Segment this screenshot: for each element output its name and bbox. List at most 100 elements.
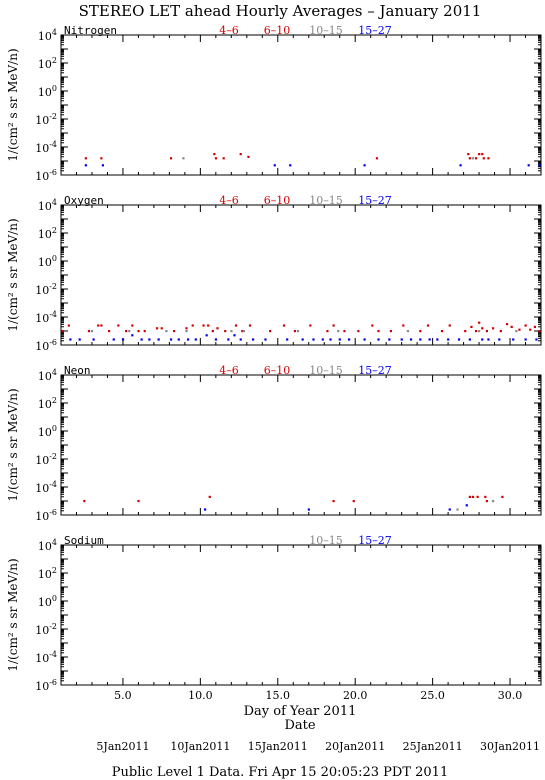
data-point <box>377 338 380 341</box>
data-point <box>348 338 351 341</box>
data-point <box>478 321 481 324</box>
data-point <box>337 330 340 333</box>
x-tick-label: 30.0 <box>498 689 523 702</box>
data-point <box>137 330 140 333</box>
data-point <box>84 164 87 167</box>
data-point <box>216 327 219 330</box>
data-point <box>312 338 315 341</box>
data-point <box>512 338 515 341</box>
data-point <box>131 324 134 327</box>
data-point <box>363 338 366 341</box>
data-point <box>78 338 81 341</box>
data-point <box>524 338 527 341</box>
data-point <box>234 324 238 327</box>
data-point <box>128 330 131 333</box>
panel-element-label: Nitrogen <box>64 24 117 37</box>
data-point <box>448 508 451 511</box>
data-point <box>143 330 146 333</box>
data-point <box>440 330 444 333</box>
data-point <box>194 338 197 341</box>
data-point <box>515 330 518 333</box>
series-15-27 <box>84 164 541 167</box>
data-point <box>84 157 87 160</box>
data-point <box>293 330 297 333</box>
data-point <box>282 324 286 327</box>
data-point <box>100 157 103 160</box>
data-point <box>535 338 538 341</box>
data-point <box>67 324 70 327</box>
data-point <box>202 324 205 327</box>
data-point <box>474 157 478 160</box>
data-point <box>286 338 289 341</box>
data-point <box>191 324 194 327</box>
data-point <box>140 338 143 341</box>
data-point <box>482 157 485 160</box>
data-point <box>69 338 72 341</box>
data-point <box>332 324 335 327</box>
data-point <box>505 323 509 326</box>
data-point <box>400 338 403 341</box>
data-point <box>428 338 431 341</box>
data-point <box>252 338 255 341</box>
data-point <box>169 157 173 160</box>
date-tick-label: 5Jan2011 <box>96 740 149 753</box>
data-point <box>484 495 487 498</box>
data-point <box>470 325 473 328</box>
data-point <box>377 330 380 333</box>
data-point <box>338 338 341 341</box>
data-point <box>224 330 227 333</box>
data-point <box>169 338 173 341</box>
x-tick-label: 20.0 <box>343 689 368 702</box>
data-point <box>205 334 208 337</box>
data-point <box>137 500 140 503</box>
data-point <box>248 324 252 327</box>
data-point <box>371 324 374 327</box>
data-point <box>492 327 495 330</box>
series-4-6 <box>84 153 490 160</box>
data-point <box>156 327 159 330</box>
data-point <box>87 330 91 333</box>
date-tick-label: 30Jan2011 <box>480 740 540 753</box>
data-point <box>436 338 439 341</box>
data-point <box>448 324 451 327</box>
data-point <box>100 324 103 327</box>
data-point <box>160 327 163 330</box>
data-point <box>207 324 210 327</box>
data-point <box>468 157 471 160</box>
x-tick-label: 15.0 <box>266 689 291 702</box>
data-point <box>464 330 467 333</box>
data-point <box>471 157 475 160</box>
x-tick-label: 10.0 <box>188 689 213 702</box>
data-point <box>227 338 230 341</box>
data-point <box>173 330 176 333</box>
data-point <box>112 338 115 341</box>
data-point <box>148 338 151 341</box>
data-point <box>419 338 422 341</box>
data-point <box>471 495 475 498</box>
data-point <box>90 330 94 333</box>
data-point <box>307 508 310 511</box>
panel-nitrogen: Nitrogen 4–6 6–10 10–15 15–2710410210010-210… <box>6 24 542 183</box>
data-point <box>309 324 312 327</box>
data-point <box>487 157 490 160</box>
data-point <box>329 338 332 341</box>
data-point <box>527 164 530 167</box>
data-point <box>204 508 207 511</box>
data-point <box>476 495 479 498</box>
data-point <box>538 330 541 333</box>
legend-entry-10-15: 10–15 <box>309 24 343 37</box>
data-point <box>264 338 267 341</box>
panels: Nitrogen 4–6 6–10 10–15 15–2710410210010-210… <box>6 24 542 753</box>
data-point <box>177 338 180 341</box>
data-point <box>375 157 379 160</box>
data-point <box>388 338 391 341</box>
data-point <box>214 338 218 341</box>
data-point <box>230 330 233 333</box>
data-point <box>529 328 532 331</box>
data-point <box>125 330 128 333</box>
data-point <box>332 500 335 503</box>
panel-element-label: Neon <box>64 364 91 377</box>
data-point <box>518 328 521 331</box>
legend-entry-15-27: 15–27 <box>358 364 392 377</box>
